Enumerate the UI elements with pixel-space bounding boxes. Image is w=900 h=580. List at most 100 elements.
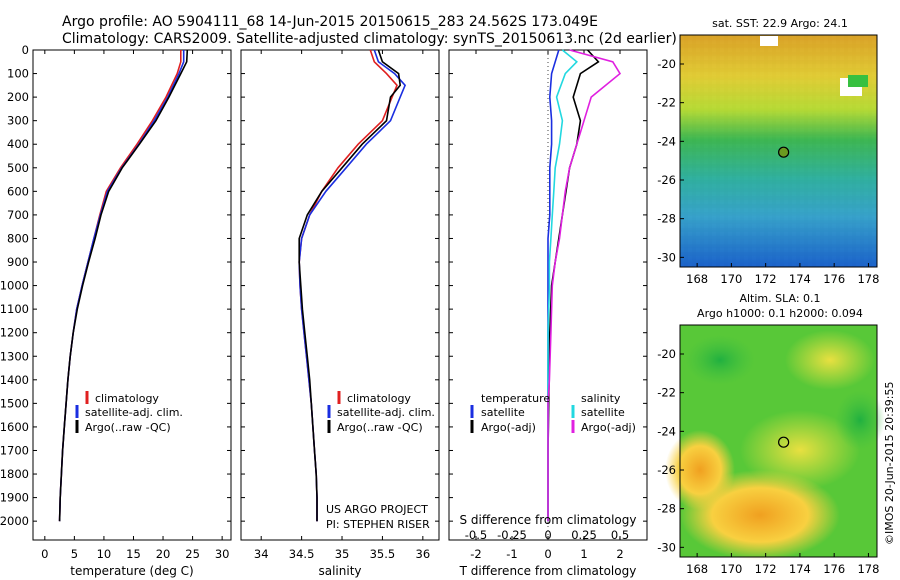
sla-high-anomaly bbox=[785, 330, 875, 390]
series-line bbox=[547, 49, 600, 522]
depth-tick-label: 1500 bbox=[0, 396, 29, 410]
sst-map: 168 170 172 174 176 178 -20 -22 -24 -26 -28 -30 bbox=[657, 34, 879, 286]
sst-map-title: sat. SST: 22.9 Argo: 24.1 bbox=[712, 17, 848, 30]
depth-tick-label: 1800 bbox=[0, 467, 29, 481]
depth-tick-label: 500 bbox=[7, 161, 29, 175]
series-line bbox=[547, 49, 622, 522]
depth-tick-label: 100 bbox=[7, 67, 29, 81]
depth-tick-label: 200 bbox=[7, 90, 29, 104]
difference-legend: temperature satellite Argo(-adj) salinit… bbox=[470, 392, 636, 434]
x-tick-label: 25 bbox=[185, 547, 200, 561]
temperature-legend: climatology satellite-adj. clim. Argo(..… bbox=[75, 391, 183, 434]
x-tick-label: 1 bbox=[580, 547, 587, 561]
sla-high-anomaly bbox=[665, 430, 735, 510]
salinity-panel-frame bbox=[240, 49, 440, 541]
depth-tick-label: 900 bbox=[7, 255, 29, 269]
map-x-tick-label: 172 bbox=[755, 562, 777, 576]
series-line bbox=[58, 49, 189, 522]
x-tick-label: 10 bbox=[97, 547, 112, 561]
x-tick-label: 20 bbox=[156, 547, 171, 561]
map-y-tick-label: -20 bbox=[657, 347, 676, 361]
legend-label-satellite: satellite-adj. clim. bbox=[85, 406, 183, 419]
depth-tick-label: 400 bbox=[7, 137, 29, 151]
series-line bbox=[58, 50, 182, 522]
map-y-tick-label: -28 bbox=[657, 502, 676, 516]
sla-map-axes: 168 170 172 174 176 178 -20 -22 -24 -26 -28 -30 bbox=[657, 347, 879, 576]
legend-label-sal-satellite: satellite bbox=[581, 406, 625, 419]
x-tick-label: 0 bbox=[544, 547, 551, 561]
temperature-plot: 0 5 10 15 20 25 30 bbox=[33, 49, 231, 561]
depth-tick-label: 1200 bbox=[0, 326, 29, 340]
s-difference-axis-title: S difference from climatology bbox=[460, 513, 637, 527]
map-y-tick-label: -24 bbox=[657, 424, 676, 438]
argo-float-marker bbox=[778, 436, 790, 448]
x-tick-label: -2 bbox=[470, 547, 481, 561]
project-credit-line-1: US ARGO PROJECT bbox=[326, 503, 428, 516]
sla-map-title-1: Altim. SLA: 0.1 bbox=[739, 292, 820, 305]
map-x-tick-label: 174 bbox=[789, 562, 811, 576]
map-y-tick-label: -26 bbox=[657, 173, 676, 187]
x-tick-label: 30 bbox=[215, 547, 230, 561]
map-y-tick-label: -28 bbox=[657, 212, 676, 226]
sla-high-anomaly bbox=[740, 410, 860, 490]
s-tick-label: -0.5 bbox=[465, 528, 487, 542]
legend-heading-temperature: temperature bbox=[481, 392, 550, 405]
sla-map-frame bbox=[679, 324, 878, 558]
map-x-tick-label: 168 bbox=[686, 272, 708, 286]
x-tick-label: 0 bbox=[41, 547, 48, 561]
x-tick-label: 5 bbox=[71, 547, 78, 561]
legend-label-argo: Argo(..raw -QC) bbox=[85, 421, 171, 434]
sla-low-anomaly bbox=[685, 335, 755, 385]
legend-label-temp-argo: Argo(-adj) bbox=[481, 421, 536, 434]
x-tick-label: 34 bbox=[254, 547, 269, 561]
map-y-tick-label: -24 bbox=[657, 134, 676, 148]
salinity-plot: 34 34.5 35 35.5 36 bbox=[241, 49, 439, 561]
sst-missing-data bbox=[760, 36, 778, 46]
series-line bbox=[58, 50, 185, 522]
x-tick-label: 15 bbox=[126, 547, 141, 561]
difference-plot: -2 -1 0 1 2 -0.5 -0.25 0 0.25 0.5 bbox=[449, 49, 647, 561]
depth-tick-label: 800 bbox=[7, 231, 29, 245]
sla-low-anomaly bbox=[835, 390, 885, 450]
s-tick-label: 0 bbox=[544, 528, 551, 542]
header-line-1: Argo profile: AO 5904111_68 14-Jun-2015 … bbox=[62, 14, 598, 30]
depth-tick-label: 1600 bbox=[0, 420, 29, 434]
legend-label-climatology: climatology bbox=[347, 392, 411, 405]
map-x-tick-label: 176 bbox=[823, 272, 845, 286]
depth-tick-label: 1700 bbox=[0, 443, 29, 457]
legend-label-satellite: satellite-adj. clim. bbox=[337, 406, 435, 419]
map-y-tick-label: -20 bbox=[657, 57, 676, 71]
map-x-tick-label: 174 bbox=[789, 272, 811, 286]
header-line-2: Climatology: CARS2009. Satellite-adjuste… bbox=[62, 31, 677, 47]
s-tick-label: -0.25 bbox=[497, 528, 527, 542]
sla-map: 168 170 172 174 176 178 -20 -22 -24 -26 -28 -30 bbox=[657, 324, 885, 576]
map-y-tick-label: -22 bbox=[657, 96, 676, 110]
map-x-tick-label: 178 bbox=[857, 562, 879, 576]
legend-heading-salinity: salinity bbox=[581, 392, 621, 405]
map-x-tick-label: 176 bbox=[823, 562, 845, 576]
depth-tick-label: 2000 bbox=[0, 514, 29, 528]
legend-label-temp-satellite: satellite bbox=[481, 406, 525, 419]
depth-tick-label: 1900 bbox=[0, 491, 29, 505]
salinity-axis-title: salinity bbox=[318, 564, 361, 578]
depth-tick-label: 300 bbox=[7, 114, 29, 128]
x-tick-label: -1 bbox=[506, 547, 517, 561]
map-y-tick-label: -22 bbox=[657, 386, 676, 400]
map-y-tick-label: -30 bbox=[657, 540, 676, 554]
depth-tick-label: 1300 bbox=[0, 349, 29, 363]
s-tick-label: 0.25 bbox=[571, 528, 597, 542]
t-difference-axis-title: T difference from climatology bbox=[459, 564, 637, 578]
x-tick-label: 35.5 bbox=[370, 547, 396, 561]
imos-stamp: ©IMOS 20-Jun-2015 20:39:55 bbox=[883, 381, 896, 545]
depth-tick-label: 1000 bbox=[0, 279, 29, 293]
legend-label-argo: Argo(..raw -QC) bbox=[337, 421, 423, 434]
depth-tick-label: 0 bbox=[22, 43, 29, 57]
project-credit-line-2: PI: STEPHEN RISER bbox=[326, 518, 430, 531]
series-line bbox=[298, 49, 402, 522]
x-tick-label: 2 bbox=[616, 547, 623, 561]
argo-float-marker bbox=[778, 146, 790, 158]
map-y-tick-label: -30 bbox=[657, 250, 676, 264]
map-y-tick-label: -26 bbox=[657, 463, 676, 477]
depth-tick-label: 1100 bbox=[0, 302, 29, 316]
